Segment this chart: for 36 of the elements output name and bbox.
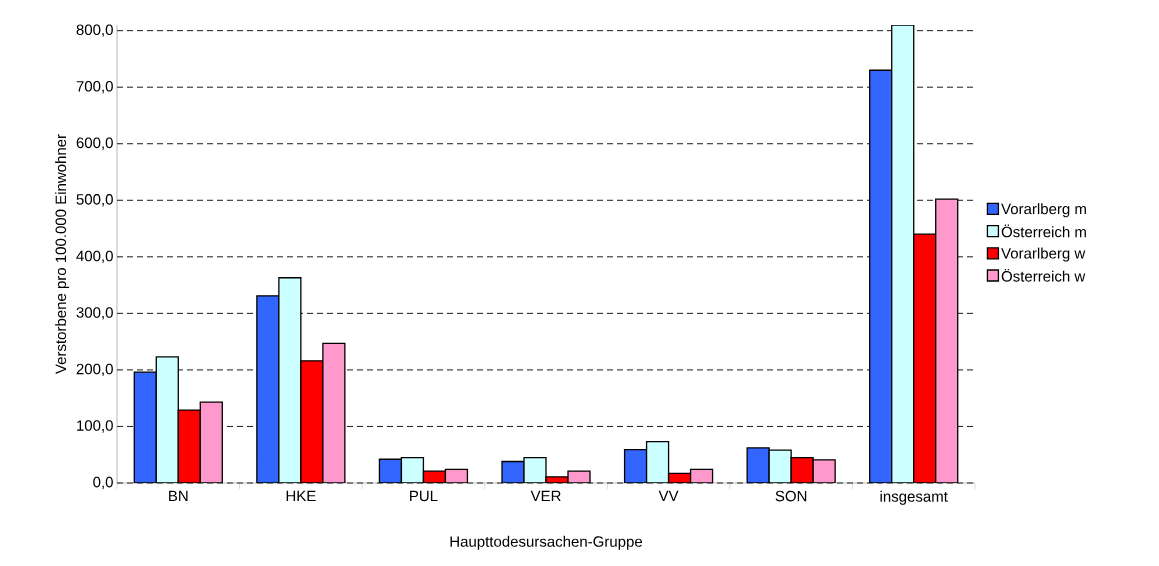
bar [913,233,937,483]
y-tick-label: 700,0 [76,81,113,94]
bar [869,69,893,483]
y-tick-label: 600,0 [76,137,113,150]
bar [645,441,670,483]
x-tick-label: SON [775,490,807,502]
bar [278,277,302,483]
bar [199,401,223,483]
bar [891,25,915,483]
bar [133,371,157,483]
y-tick-label: 400,0 [76,250,113,264]
bar [256,295,280,483]
y-tick-label: 0,0 [93,476,113,490]
x-tick-label: VER [530,490,561,502]
y-tick-label: 300,0 [76,307,113,320]
x-tick-label: HKE [286,490,316,502]
bar [623,448,648,483]
x-tick-label: VV [658,490,679,502]
legend-label: Vorarlberg m [1001,203,1086,218]
y-tick-label: 100,0 [77,420,113,433]
x-tick-label: PUL [410,490,438,502]
legend-label: Österreich m [1001,224,1086,238]
y-axis-title: Verstorbene pro 100.000 Einwohner [55,134,70,375]
x-tick-label: BN [169,490,188,502]
x-axis-title: Haupttodesursachen-Gruppe [450,535,643,550]
y-tick-label: 500,0 [76,194,113,207]
bar [177,409,201,483]
bar [935,198,959,483]
bar [322,342,346,483]
bar [155,356,179,483]
x-tick-label: insgesamt [880,490,948,505]
bar [400,456,425,483]
y-tick-label: 200,0 [76,363,113,377]
legend-label: Österreich w [1001,268,1086,282]
y-tick-label: 800,0 [76,24,113,37]
legend-label: Vorarlberg w [1001,247,1086,262]
